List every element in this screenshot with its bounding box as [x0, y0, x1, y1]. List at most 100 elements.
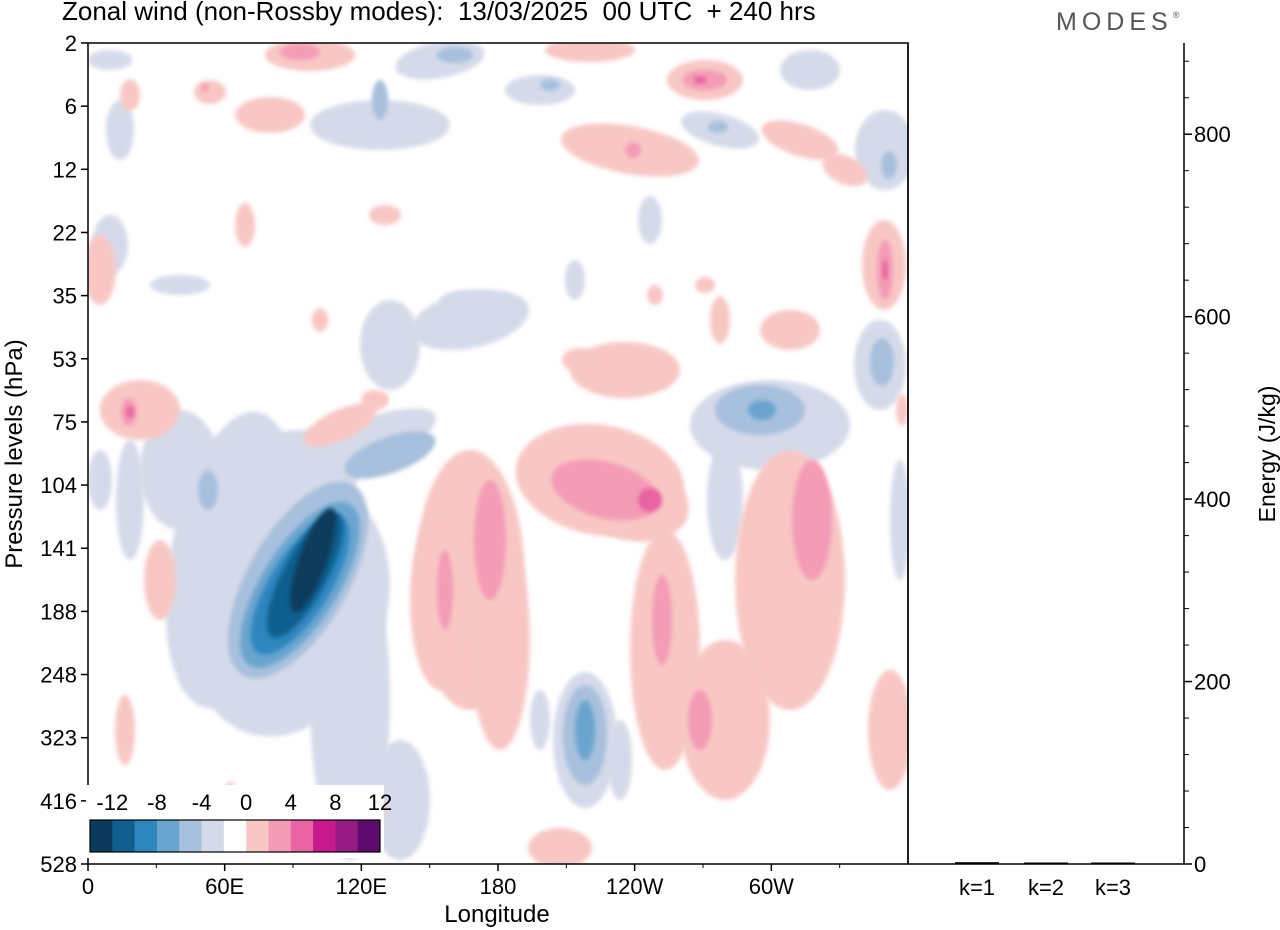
wind-contour [290, 508, 336, 612]
modes-logo: MODES® [1056, 8, 1179, 37]
x-axis-label: Longitude [444, 901, 549, 928]
wind-contour [361, 390, 389, 410]
chart-title: Zonal wind (non-Rossby modes): 13/03/202… [62, 0, 816, 26]
wind-contour [625, 142, 641, 158]
wind-contour [411, 289, 529, 351]
longitude-axis: 0 60E 120E 180 120W 60W [82, 864, 841, 899]
wind-contour [194, 80, 226, 104]
wind-contour [528, 828, 592, 864]
energy-bar [955, 862, 999, 864]
colorbar-label: 8 [329, 790, 341, 815]
zonal-wind-panel: 0 60E 120E 180 120W 60W 2 6 12 22 35 53 75 104 141 188… [1, 31, 909, 928]
pressure-tick-label: 6 [65, 94, 77, 119]
wind-contour [235, 97, 305, 133]
pressure-axis: 2 6 12 22 35 53 75 104 141 188 248 323 416 528 [40, 31, 88, 877]
pressure-tick-label: 75 [53, 410, 77, 435]
energy-tick-label: 200 [1194, 670, 1231, 695]
energy-bar-label: k=3 [1095, 875, 1131, 900]
wind-contour [310, 100, 450, 150]
wind-contour [437, 47, 473, 63]
registered-mark: ® [1172, 10, 1180, 20]
wind-contour [360, 300, 420, 390]
wind-contour [868, 670, 908, 790]
energy-bar [1024, 862, 1068, 864]
colorbar-swatch [335, 820, 359, 852]
pressure-tick-label: 248 [40, 663, 77, 688]
wind-contour [688, 690, 712, 750]
wind-contour [88, 235, 116, 305]
wind-contour [760, 310, 820, 350]
colorbar-swatch [223, 820, 247, 852]
colorbar-swatch [112, 820, 136, 852]
wind-contour [570, 342, 680, 398]
wind-contour [312, 308, 328, 332]
wind-contour [144, 540, 176, 620]
longitude-tick-label: 0 [82, 874, 94, 899]
pressure-tick-label: 12 [53, 157, 77, 182]
colorbar-swatch [268, 820, 292, 852]
wind-contour [680, 640, 770, 800]
wind-contour [562, 348, 598, 372]
wind-contour [647, 285, 663, 305]
pressure-tick-label: 53 [53, 347, 77, 372]
wind-contour [372, 80, 388, 120]
wind-contour [440, 290, 500, 310]
wind-contour [530, 690, 550, 750]
wind-contour [280, 44, 320, 60]
wind-contour [115, 695, 135, 765]
energy-tick-label: 600 [1194, 305, 1231, 330]
wind-contour [694, 76, 706, 84]
wind-contour [748, 400, 776, 420]
colorbar-swatch [134, 820, 158, 852]
wind-contour [100, 380, 180, 440]
wind-field [88, 43, 908, 864]
wind-contour [545, 43, 635, 62]
wind-contour [106, 100, 134, 160]
wind-contour [896, 394, 908, 426]
wind-contour [638, 196, 662, 244]
colorbar-label: -12 [96, 790, 128, 815]
colorbar-label: 0 [240, 790, 252, 815]
colorbar-swatch [90, 820, 113, 852]
wind-contour [344, 431, 436, 479]
wind-contour [150, 275, 210, 295]
wind-contour [303, 403, 377, 447]
pressure-tick-label: 2 [65, 31, 77, 56]
energy-bars: k=1 k=2 k=3 [955, 862, 1135, 900]
wind-contour [201, 84, 209, 92]
wind-contour [710, 296, 730, 344]
colorbar-swatch [357, 820, 381, 852]
colorbar-label: -8 [147, 790, 167, 815]
pressure-tick-label: 35 [53, 284, 77, 309]
longitude-tick-label: 60W [749, 874, 794, 899]
wind-contour [88, 450, 112, 510]
wind-contour [780, 50, 840, 90]
wind-contour [551, 459, 659, 521]
y-axis-label: Pressure levels (hPa) [1, 339, 28, 568]
colorbar-label: -4 [192, 790, 212, 815]
wind-contour [890, 460, 908, 580]
pressure-tick-label: 323 [40, 726, 77, 751]
colorbar-legend: -12 -8 -4 0 4 8 12 [86, 785, 392, 858]
pressure-tick-label: 22 [53, 220, 77, 245]
wind-contour [707, 440, 743, 560]
wind-contour [474, 480, 506, 600]
wind-contour [303, 408, 437, 472]
colorbar-swatch [313, 820, 336, 852]
colorbar-swatch [201, 820, 225, 852]
longitude-tick-label: 120W [606, 874, 664, 899]
longitude-tick-label: 60E [205, 874, 244, 899]
brand-text: MODES [1056, 8, 1173, 36]
wind-contour [565, 260, 585, 300]
wind-contour [540, 79, 560, 91]
energy-ticks: 0 200 400 600 800 [1184, 60, 1231, 877]
colorbar-swatch [156, 820, 180, 852]
colorbar-swatch [290, 820, 314, 852]
wind-contour [116, 440, 144, 560]
wind-contour [638, 488, 662, 512]
longitude-tick-label: 120E [336, 874, 387, 899]
energy-panel: k=1 k=2 k=3 0 200 400 600 800 Energy (J/kg) [907, 43, 1280, 900]
wind-contour [126, 406, 134, 418]
longitude-tick-label: 180 [480, 874, 517, 899]
wind-contour [652, 575, 672, 665]
